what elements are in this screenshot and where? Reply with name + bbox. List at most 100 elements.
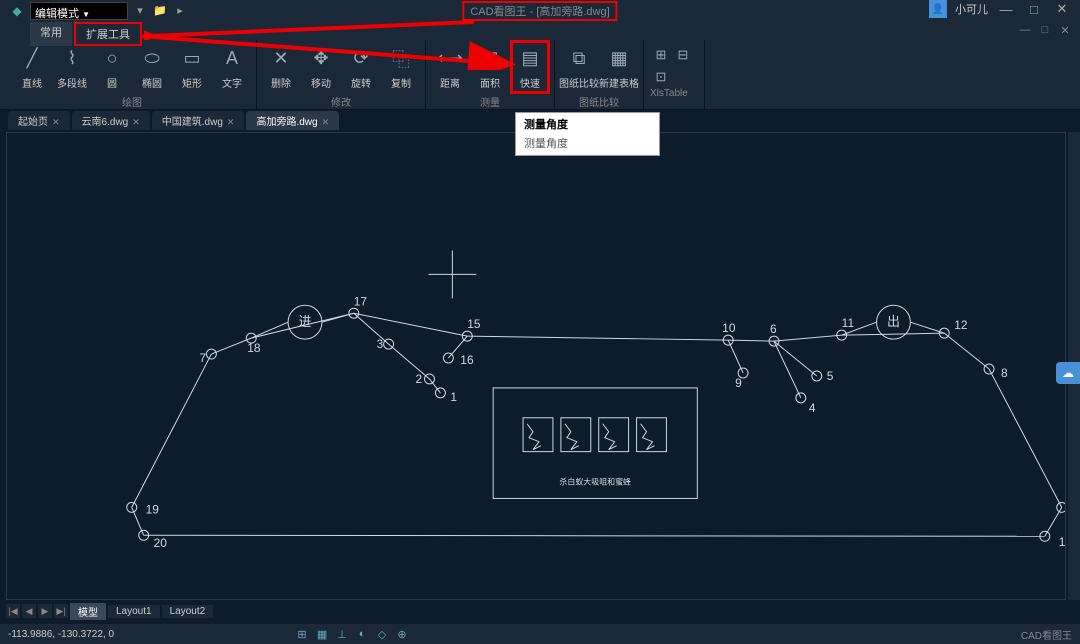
多段线-icon: ⌇ <box>58 45 86 73</box>
ribbon-btn-label: 距离 <box>440 75 460 90</box>
ribbon-group-label: XlsTable <box>650 88 698 99</box>
status-bar: -113.9886, -130.3722, 0 ⊞ ▦ ⊥ ◐ ◇ ⊕ CAD看… <box>0 624 1080 644</box>
ribbon-btn-label: 矩形 <box>182 75 202 90</box>
ribbon-btn-label: 新建表格 <box>599 75 639 90</box>
ribbon-smallbtn[interactable]: ⊟ <box>672 44 694 66</box>
ribbon-btn-label: 多段线 <box>57 75 87 90</box>
polar-icon[interactable]: ◐ <box>354 626 370 642</box>
svg-text:5: 5 <box>827 369 834 383</box>
ribbon-btn-label: 圆 <box>107 75 117 90</box>
app-title: CAD看图王 - [高加旁路.dwg] <box>462 1 617 21</box>
mdi-close-button[interactable]: ✕ <box>1058 24 1072 37</box>
svg-text:12: 12 <box>954 318 968 332</box>
mdi-minimize-button[interactable]: — <box>1018 24 1032 37</box>
svg-text:20: 20 <box>154 536 168 550</box>
status-brand: CAD看图王 <box>1021 627 1072 642</box>
svg-text:进: 进 <box>299 314 312 329</box>
ribbon-group: ⧉图纸比较▦新建表格图纸比较 <box>555 40 644 109</box>
图纸比较-icon: ⧉ <box>565 45 593 73</box>
user-area: 👤 小可儿 — □ ✕ <box>929 0 1072 18</box>
svg-text:出: 出 <box>887 314 900 329</box>
svg-text:14: 14 <box>1059 535 1065 549</box>
ribbon-btn-直线[interactable]: ╱ 直线 <box>12 40 52 94</box>
snap-icon[interactable]: ⊞ <box>294 626 310 642</box>
svg-text:杀白蚁大吸咀和蜜蜂: 杀白蚁大吸咀和蜜蜂 <box>559 476 631 486</box>
ribbon-group-label: 图纸比较 <box>579 94 619 109</box>
ribbon-btn-label: 椭圆 <box>142 75 162 90</box>
svg-text:2: 2 <box>416 372 423 386</box>
qat-dropdown-icon[interactable]: ▾ <box>132 2 148 18</box>
layout-nav-btn[interactable]: ▶ <box>38 604 52 618</box>
ribbon-group-label: 修改 <box>331 94 351 109</box>
快速-icon: ▤ <box>516 45 544 73</box>
layout-tab[interactable]: Layout1 <box>108 605 160 618</box>
svg-text:3: 3 <box>377 337 384 351</box>
ribbon-btn-图纸比较[interactable]: ⧉ 图纸比较 <box>559 40 599 94</box>
doc-tab[interactable]: 中国建筑.dwg✕ <box>152 111 245 130</box>
layout-tabs: |◀◀▶▶|模型Layout1Layout2 <box>6 602 213 620</box>
ribbon-btn-label: 快速 <box>520 75 540 90</box>
doc-tab[interactable]: 起始页✕ <box>8 111 70 130</box>
新建表格-icon: ▦ <box>605 45 633 73</box>
layout-nav-btn[interactable]: ▶| <box>54 604 68 618</box>
qat-open-icon[interactable]: 📁 <box>152 2 168 18</box>
tooltip-desc: 测量角度 <box>516 135 659 155</box>
ribbon-group-label: 测量 <box>480 94 500 109</box>
cloud-button[interactable]: ☁ <box>1056 362 1080 384</box>
minimize-button[interactable]: — <box>996 2 1016 17</box>
doc-tab[interactable]: 高加旁路.dwg✕ <box>246 111 339 130</box>
ribbon-btn-label: 复制 <box>391 75 411 90</box>
svg-text:16: 16 <box>460 353 474 367</box>
svg-text:17: 17 <box>354 294 368 308</box>
maximize-button[interactable]: □ <box>1024 2 1044 17</box>
ribbon-btn-label: 面积 <box>480 75 500 90</box>
close-button[interactable]: ✕ <box>1052 1 1072 17</box>
ortho-icon[interactable]: ⊥ <box>334 626 350 642</box>
svg-text:15: 15 <box>467 317 481 331</box>
layout-nav-btn[interactable]: ◀ <box>22 604 36 618</box>
svg-text:6: 6 <box>770 322 777 336</box>
doc-tab[interactable]: 云南6.dwg✕ <box>72 111 150 130</box>
svg-text:19: 19 <box>146 502 160 516</box>
username: 小可儿 <box>955 1 988 17</box>
app-logo-icon: ◆ <box>8 2 26 20</box>
tooltip: 测量角度 测量角度 <box>515 112 660 156</box>
svg-text:1: 1 <box>450 390 457 404</box>
svg-text:8: 8 <box>1001 366 1008 380</box>
mdi-restore-button[interactable]: □ <box>1038 24 1052 37</box>
svg-text:11: 11 <box>842 316 855 330</box>
ribbon-btn-label: 文字 <box>222 75 242 90</box>
ribbon-btn-label: 旋转 <box>351 75 371 90</box>
ribbon-btn-label: 删除 <box>271 75 291 90</box>
drawing-canvas[interactable]: 进出1234567891011121314151617181920杀白蚁大吸咀和… <box>6 132 1066 600</box>
tooltip-title: 测量角度 <box>516 113 659 135</box>
qat: ▾ 📁 ▸ <box>132 2 188 18</box>
layout-nav-btn[interactable]: |◀ <box>6 604 20 618</box>
status-tools: ⊞ ▦ ⊥ ◐ ◇ ⊕ <box>294 626 410 642</box>
tab-common[interactable]: 常用 <box>30 22 72 46</box>
ribbon-smallbtn[interactable]: ⊞ <box>650 44 672 66</box>
avatar-icon[interactable]: 👤 <box>929 0 947 18</box>
svg-text:10: 10 <box>722 321 736 335</box>
ribbon-group-label: 绘图 <box>122 94 142 109</box>
layout-tab[interactable]: 模型 <box>70 603 106 620</box>
osnap-icon[interactable]: ◇ <box>374 626 390 642</box>
grid-icon[interactable]: ▦ <box>314 626 330 642</box>
coordinates: -113.9886, -130.3722, 0 <box>8 629 114 640</box>
annotation-arrow-2 <box>120 30 520 70</box>
直线-icon: ╱ <box>18 45 46 73</box>
svg-text:4: 4 <box>809 401 816 415</box>
svg-text:7: 7 <box>199 351 206 365</box>
mode-selector[interactable]: 编辑模式 ▼ <box>30 2 128 20</box>
qat-more-icon[interactable]: ▸ <box>172 2 188 18</box>
ribbon-smallbtn[interactable]: ⊡ <box>650 66 672 88</box>
ribbon-btn-新建表格[interactable]: ▦ 新建表格 <box>599 40 639 94</box>
ribbon-btn-label: 移动 <box>311 75 331 90</box>
ribbon-btn-label: 直线 <box>22 75 42 90</box>
target-icon[interactable]: ⊕ <box>394 626 410 642</box>
ribbon-btn-label: 图纸比较 <box>559 75 599 90</box>
svg-text:9: 9 <box>735 376 742 390</box>
layout-tab[interactable]: Layout2 <box>162 605 214 618</box>
ribbon-btn-多段线[interactable]: ⌇ 多段线 <box>52 40 92 94</box>
svg-text:18: 18 <box>247 341 261 355</box>
